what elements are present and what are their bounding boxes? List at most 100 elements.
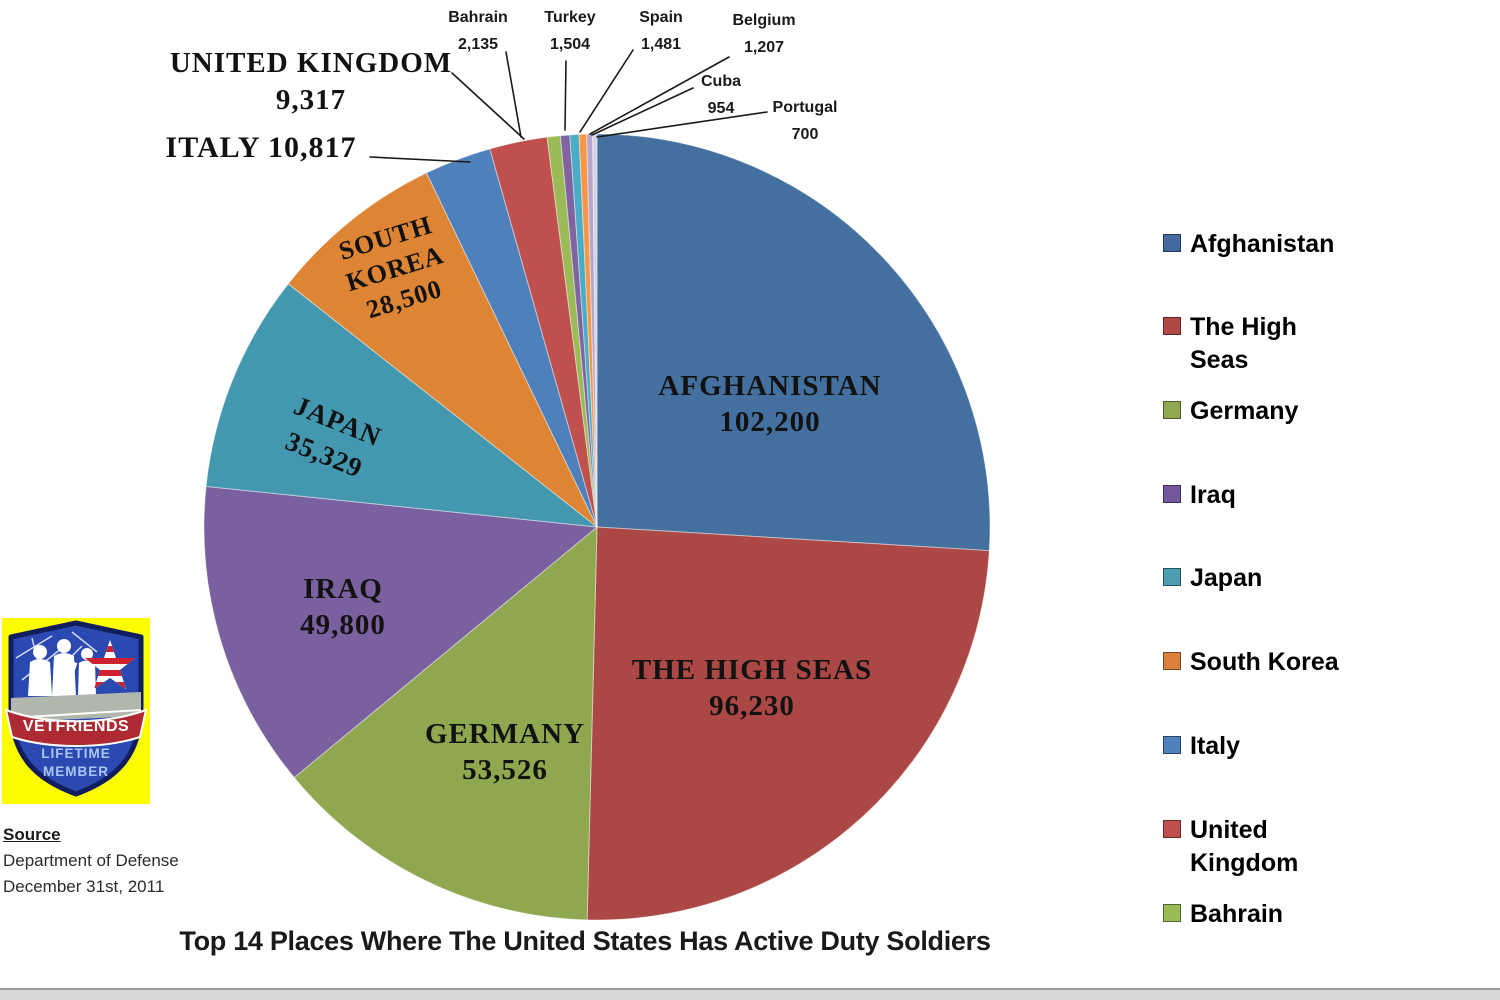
chart-title: Top 14 Places Where The United States Ha… bbox=[179, 926, 991, 956]
legend-item-italy: Italy bbox=[1163, 730, 1362, 763]
pie-slice-iraq bbox=[203, 485, 599, 779]
legend-label-germany: Germany bbox=[1190, 397, 1299, 425]
label-iraq-line-2: 49,800 bbox=[300, 609, 386, 641]
leader-line-italy bbox=[369, 156, 471, 163]
bottom-bar bbox=[0, 988, 1500, 1000]
pie-slice-germany bbox=[293, 525, 598, 921]
pie-slice-united-kingdom bbox=[489, 136, 598, 528]
pie-slice-turkey bbox=[559, 134, 598, 528]
leader-lines bbox=[369, 49, 768, 163]
legend-item-germany: Germany bbox=[1163, 395, 1362, 428]
label-high-seas: THE HIGH SEAS 96,230 bbox=[632, 652, 872, 724]
label-cuba-line-1: Cuba bbox=[701, 73, 741, 90]
legend-swatch-south-korea bbox=[1163, 652, 1181, 670]
legend-swatch-united-kingdom bbox=[1163, 820, 1181, 838]
legend-swatch-japan bbox=[1163, 568, 1181, 586]
pie-slice-south-korea bbox=[287, 172, 598, 528]
legend-swatch-germany bbox=[1163, 401, 1181, 419]
label-portugal-line-1: Portugal bbox=[772, 99, 838, 116]
source-note: Source Department of Defense December 31… bbox=[3, 822, 179, 900]
label-germany-line-1: GERMANY bbox=[424, 718, 586, 750]
legend-label-bahrain: Bahrain bbox=[1190, 900, 1284, 928]
label-spain: Spain 1,481 bbox=[639, 4, 683, 58]
vetfriends-shield: VETFRIENDS LIFETIME MEMBER bbox=[4, 620, 148, 797]
source-line-1: Department of Defense bbox=[3, 851, 179, 870]
legend-label-south-korea: South Korea bbox=[1190, 648, 1339, 676]
label-cuba-line-2: 954 bbox=[707, 100, 735, 117]
legend-swatch-italy bbox=[1163, 736, 1181, 754]
label-portugal-line-2: 700 bbox=[791, 126, 819, 143]
pie-slice-belgium bbox=[578, 133, 598, 528]
leader-line-bahrain bbox=[505, 51, 522, 138]
legend-swatch-afghanistan bbox=[1163, 234, 1181, 252]
legend-item-united-kingdom: United Kingdom bbox=[1163, 814, 1362, 880]
label-portugal: Portugal 700 bbox=[773, 94, 838, 148]
label-belgium-line-1: Belgium bbox=[732, 12, 796, 29]
label-turkey-line-1: Turkey bbox=[544, 9, 596, 26]
label-bahrain: Bahrain 2,135 bbox=[448, 4, 508, 58]
label-bahrain-line-1: Bahrain bbox=[448, 9, 508, 26]
legend-swatch-bahrain bbox=[1163, 904, 1181, 922]
label-cuba: Cuba 954 bbox=[701, 68, 741, 122]
photo-strip bbox=[11, 692, 141, 722]
logo-member-text: MEMBER bbox=[43, 764, 109, 779]
logo-brand-text: VETFRIENDS bbox=[23, 718, 129, 735]
leader-line-belgium bbox=[589, 56, 730, 135]
label-united-kingdom-line-2: 9,317 bbox=[275, 84, 347, 116]
pie-chart bbox=[203, 133, 991, 921]
logo-lifetime-text: LIFETIME bbox=[41, 746, 111, 761]
label-afghanistan-line-2: 102,200 bbox=[719, 406, 821, 438]
label-iraq: IRAQ 49,800 bbox=[300, 571, 386, 643]
leader-line-united-kingdom bbox=[451, 72, 525, 140]
legend-item-south-korea: South Korea bbox=[1163, 646, 1362, 679]
legend-swatch-iraq bbox=[1163, 485, 1181, 503]
pie-slice-japan bbox=[205, 283, 599, 528]
pie-slice-afghanistan bbox=[596, 133, 991, 552]
label-united-kingdom-line-1: UNITED KINGDOM bbox=[169, 47, 453, 79]
vetfriends-logo: VETFRIENDS LIFETIME MEMBER bbox=[2, 618, 150, 804]
legend-item-the-high-seas: The High Seas bbox=[1163, 311, 1362, 377]
source-line-2: December 31st, 2011 bbox=[3, 877, 165, 896]
label-iraq-line-1: IRAQ bbox=[303, 573, 383, 605]
label-turkey: Turkey 1,504 bbox=[544, 4, 595, 58]
label-italy: ITALY 10,817 bbox=[166, 131, 357, 165]
label-high-seas-line-2: 96,230 bbox=[709, 690, 795, 722]
label-afghanistan-line-1: AFGHANISTAN bbox=[658, 370, 882, 402]
label-bahrain-line-2: 2,135 bbox=[457, 36, 499, 53]
label-afghanistan: AFGHANISTAN 102,200 bbox=[658, 368, 881, 440]
label-spain-line-2: 1,481 bbox=[640, 36, 682, 53]
label-united-kingdom: UNITED KINGDOM 9,317 bbox=[170, 45, 452, 119]
label-belgium: Belgium 1,207 bbox=[732, 7, 795, 61]
label-spain-line-1: Spain bbox=[639, 9, 683, 26]
label-germany-line-2: 53,526 bbox=[462, 754, 548, 786]
source-heading: Source bbox=[3, 825, 61, 844]
pie-slice-the-high-seas bbox=[586, 526, 990, 921]
label-turkey-line-2: 1,504 bbox=[549, 36, 591, 53]
legend-label-iraq: Iraq bbox=[1190, 481, 1236, 509]
leader-line-spain bbox=[579, 49, 634, 133]
banner-ribbon bbox=[4, 708, 148, 747]
leader-line-cuba bbox=[591, 87, 694, 136]
label-germany: GERMANY 53,526 bbox=[425, 716, 585, 788]
legend-item-iraq: Iraq bbox=[1163, 479, 1362, 512]
legend-label-afghanistan: Afghanistan bbox=[1190, 230, 1335, 258]
leader-line-portugal bbox=[596, 111, 768, 138]
legend-label-the-high-seas: The High Seas bbox=[1190, 313, 1297, 374]
pie-slice-bahrain bbox=[546, 135, 598, 528]
pie-slice-italy bbox=[425, 148, 598, 528]
legend-item-bahrain: Bahrain bbox=[1163, 898, 1362, 931]
legend-item-afghanistan: Afghanistan bbox=[1163, 228, 1362, 261]
label-belgium-line-2: 1,207 bbox=[743, 39, 785, 56]
leader-line-turkey bbox=[564, 60, 567, 131]
soldiers-silhouette-icon bbox=[28, 639, 96, 696]
legend-label-united-kingdom: United Kingdom bbox=[1190, 816, 1299, 877]
label-italy-line-1: ITALY 10,817 bbox=[165, 131, 357, 164]
legend-label-italy: Italy bbox=[1190, 732, 1241, 760]
pie-slice-spain bbox=[569, 133, 598, 528]
label-high-seas-line-1: THE HIGH SEAS bbox=[631, 654, 873, 686]
legend-item-japan: Japan bbox=[1163, 562, 1362, 595]
legend-label-japan: Japan bbox=[1190, 564, 1263, 592]
legend-swatch-the-high-seas bbox=[1163, 317, 1181, 335]
